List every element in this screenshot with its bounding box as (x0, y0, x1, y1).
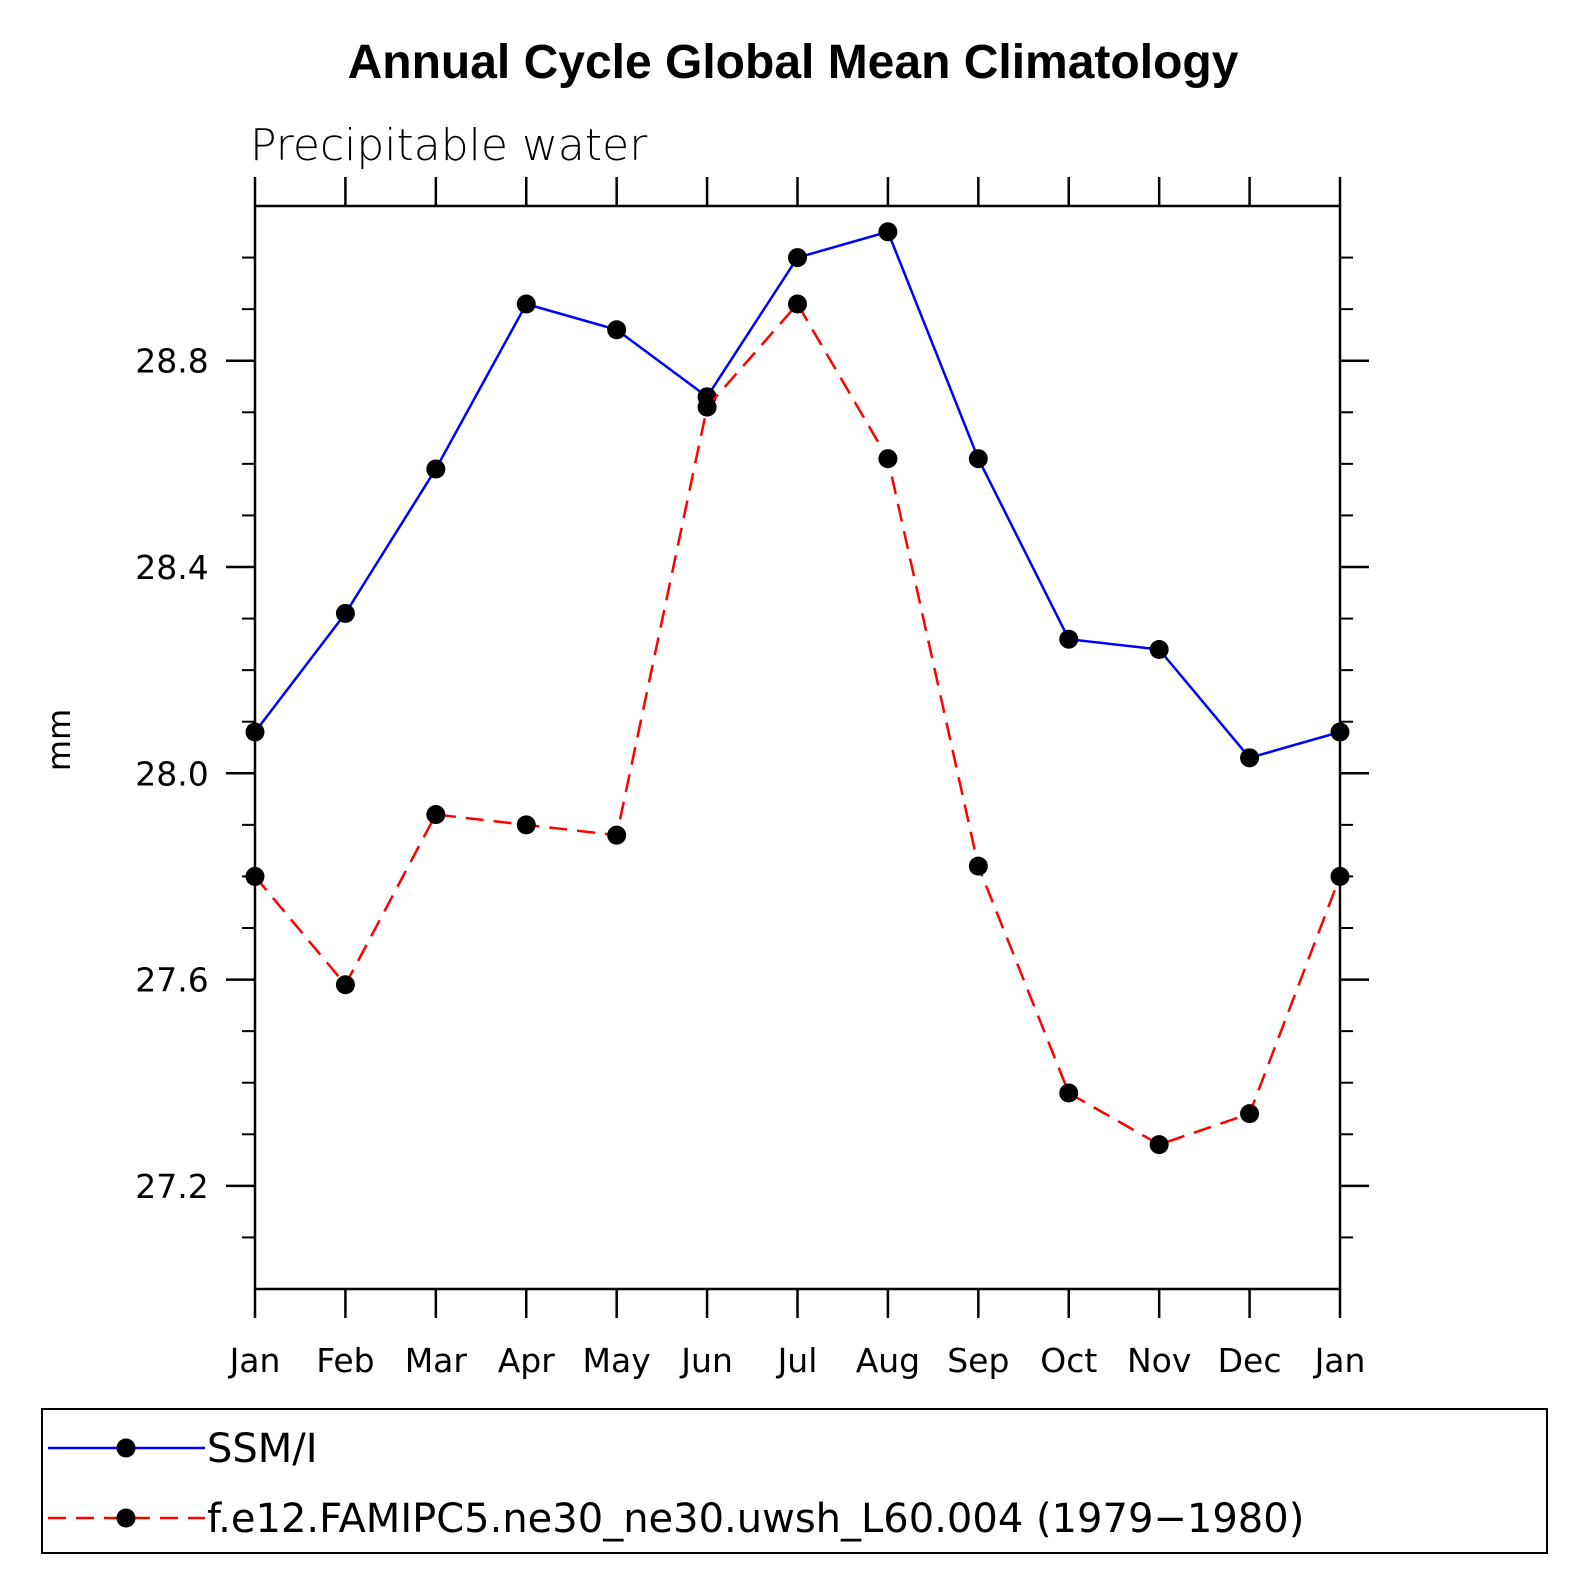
series-2-point (607, 825, 627, 845)
series-2-point (516, 815, 536, 835)
x-tick-label: Aug (856, 1341, 920, 1380)
series-1-point (1240, 748, 1260, 768)
x-tick-label: Jan (228, 1341, 281, 1380)
series-1-point (516, 294, 536, 314)
series-line-2 (254, 301, 1342, 1146)
x-tick-label: Mar (405, 1341, 468, 1380)
y-tick-label: 27.6 (135, 961, 208, 1000)
series-1-point (878, 222, 898, 242)
x-tick-label: Feb (316, 1341, 374, 1380)
series-1-point (788, 248, 807, 268)
series-1-point (1330, 722, 1350, 742)
y-axis-label: mm (40, 709, 78, 771)
series-2-point (426, 805, 446, 825)
x-tick-label: Dec (1218, 1341, 1282, 1380)
x-tick-label: May (583, 1341, 651, 1380)
series-2-point (697, 397, 717, 417)
series-2-point (1240, 1104, 1260, 1124)
series-2-point (878, 449, 898, 469)
y-tick-label: 27.2 (135, 1167, 208, 1206)
x-tick-label: Jul (776, 1341, 818, 1380)
x-tick-label: Jan (1313, 1341, 1366, 1380)
x-tick-label: Oct (1040, 1341, 1097, 1380)
series-2-point (245, 866, 265, 886)
series-1-point (1059, 629, 1079, 649)
series-1-point (607, 320, 627, 340)
legend-marker-1 (116, 1438, 136, 1458)
series-2-point (335, 975, 355, 995)
chart-title: Annual Cycle Global Mean Climatology (348, 36, 1239, 89)
series-1-point (1149, 640, 1169, 660)
legend-label-2: f.e12.FAMIPC5.ne30_ne30.uwsh_L60.004 (19… (207, 1496, 1304, 1542)
y-tick-label: 28.0 (135, 754, 208, 793)
series-1-point (245, 722, 265, 742)
legend: SSM/I f.e12.FAMIPC5.ne30_ne30.uwsh_L60.00… (48, 1426, 1304, 1542)
series-1-point (335, 603, 355, 623)
y-tick-label: 28.4 (135, 548, 208, 587)
plot-frame (253, 204, 1342, 1291)
x-tick-label: Sep (947, 1341, 1009, 1380)
plot-area: Jan Feb Mar Apr May Jun Jul Aug Sep Oct Nov Dec Jan 2… (135, 177, 1369, 1380)
legend-box (41, 1408, 1548, 1554)
series-2-point (1330, 866, 1350, 886)
series-1-point (968, 449, 988, 469)
chart-subtitle: Precipitable water (250, 120, 648, 171)
series-1-point (426, 459, 446, 479)
legend-label-1: SSM/I (207, 1426, 318, 1472)
y-tick-label: 28.8 (135, 342, 208, 381)
x-tick-label: Apr (498, 1341, 556, 1380)
legend-marker-2 (116, 1508, 136, 1528)
series-2-point (1059, 1083, 1079, 1103)
x-tick-label: Jun (679, 1341, 733, 1380)
series-2-point (968, 856, 988, 876)
x-tick-label: Nov (1127, 1341, 1191, 1380)
series-2-point (788, 294, 807, 314)
series-2-point (1149, 1135, 1169, 1155)
